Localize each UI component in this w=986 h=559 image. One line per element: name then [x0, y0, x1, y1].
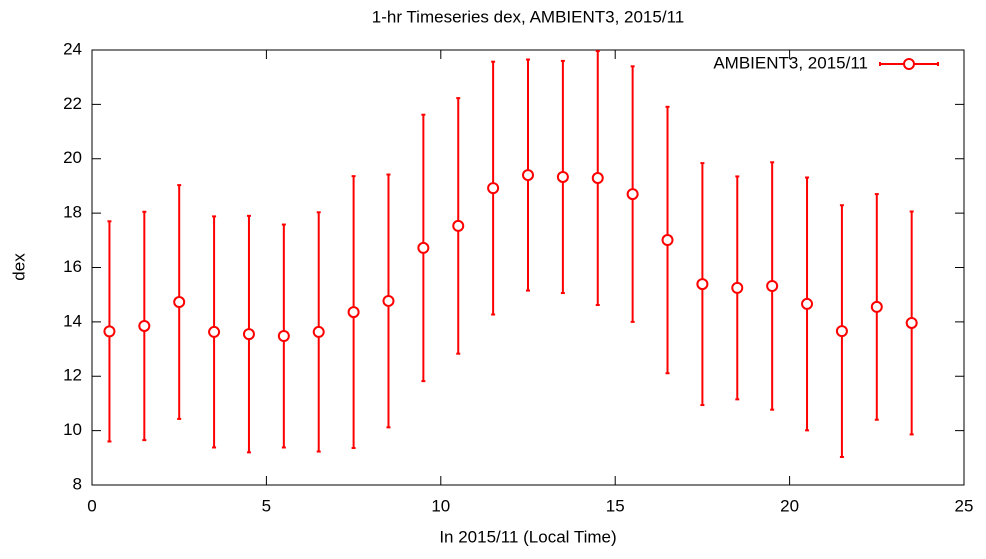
- x-tick-label: 0: [87, 496, 96, 515]
- data-point: [382, 294, 395, 307]
- data-point: [173, 296, 186, 309]
- data-point: [103, 325, 116, 338]
- y-tick-label: 20: [63, 148, 82, 167]
- y-tick-label: 10: [63, 420, 82, 439]
- data-point: [801, 297, 814, 310]
- x-axis-label: In 2015/11 (Local Time): [439, 527, 616, 546]
- y-tick-label: 18: [63, 203, 82, 222]
- data-point: [556, 170, 569, 183]
- data-point: [731, 281, 744, 294]
- x-tick-label: 20: [780, 496, 799, 515]
- y-tick-label: 8: [73, 474, 82, 493]
- data-point: [522, 169, 534, 182]
- x-tick-label: 15: [606, 496, 625, 515]
- data-point: [905, 316, 918, 329]
- data-point: [417, 241, 430, 254]
- data-point: [277, 330, 290, 343]
- y-tick-label: 12: [63, 366, 82, 385]
- y-axis-label: dex: [9, 253, 28, 281]
- x-tick-label: 25: [955, 496, 974, 515]
- data-point: [835, 325, 848, 338]
- data-point: [347, 306, 360, 319]
- data-point: [661, 234, 674, 247]
- y-tick-label: 24: [63, 39, 82, 58]
- legend-swatch: [903, 58, 915, 70]
- data-point: [626, 188, 639, 201]
- data-point: [452, 219, 465, 232]
- y-tick-label: 14: [63, 311, 82, 330]
- data-point: [312, 325, 325, 338]
- data-point: [242, 328, 255, 341]
- x-tick-label: 10: [431, 496, 450, 515]
- data-point: [591, 172, 604, 185]
- chart-title: 1-hr Timeseries dex, AMBIENT3, 2015/11: [372, 7, 684, 26]
- x-tick-label: 5: [262, 496, 271, 515]
- y-tick-label: 22: [63, 94, 82, 113]
- data-point: [208, 325, 221, 338]
- data-point: [138, 319, 151, 332]
- data-point: [696, 278, 709, 291]
- data-point: [487, 182, 500, 195]
- data-point: [766, 279, 779, 292]
- legend-label: AMBIENT3, 2015/11: [713, 53, 868, 72]
- data-point: [870, 300, 883, 313]
- y-tick-label: 16: [63, 257, 82, 276]
